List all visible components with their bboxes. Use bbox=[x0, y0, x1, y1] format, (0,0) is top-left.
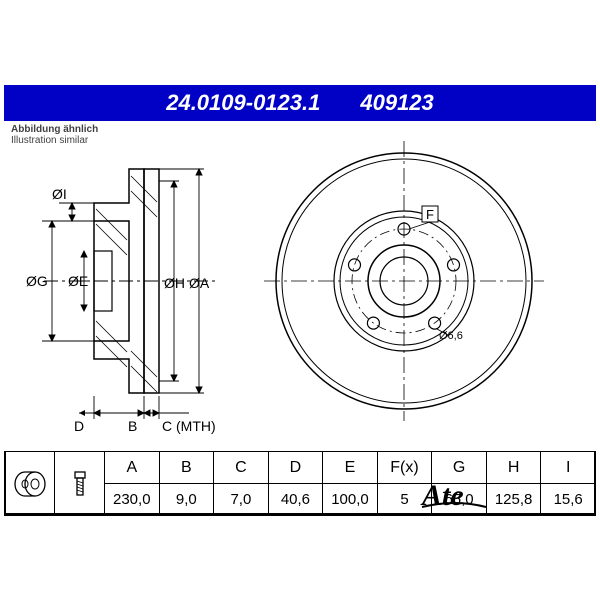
bolt-icon bbox=[68, 469, 92, 499]
val-a: 230,0 bbox=[105, 484, 160, 516]
col-d: D bbox=[268, 452, 323, 484]
table-header-row: A B C D E F(x) G H I bbox=[5, 452, 596, 484]
label-f: F bbox=[426, 207, 434, 222]
dimension-table: A B C D E F(x) G H I 230,0 9,0 7,0 40,6 … bbox=[4, 451, 596, 515]
val-c: 7,0 bbox=[214, 484, 269, 516]
label-oa: ØA bbox=[189, 275, 210, 291]
col-b: B bbox=[159, 452, 214, 484]
label-d: D bbox=[74, 418, 84, 434]
col-a: A bbox=[105, 452, 160, 484]
label-oe: ØE bbox=[68, 273, 88, 289]
label-og: ØG bbox=[26, 273, 48, 289]
technical-drawing: ØI ØG ØE ØH ØA D B C (MTH) bbox=[4, 121, 596, 451]
disc-icon bbox=[13, 470, 47, 498]
brand-logo: Ate bbox=[420, 477, 490, 515]
label-b: B bbox=[128, 418, 137, 434]
front-view: F Ø6,6 bbox=[264, 141, 544, 421]
label-oi: ØI bbox=[52, 186, 67, 202]
bolt-icon-cell bbox=[55, 452, 105, 516]
val-d: 40,6 bbox=[268, 484, 323, 516]
label-c: C (MTH) bbox=[162, 418, 216, 434]
col-h: H bbox=[486, 452, 541, 484]
part-number: 24.0109-0123.1 bbox=[166, 90, 320, 116]
side-view: ØI ØG ØE ØH ØA D B C (MTH) bbox=[26, 169, 219, 434]
drawing-area: ØI ØG ØE ØH ØA D B C (MTH) bbox=[4, 121, 596, 451]
val-e: 100,0 bbox=[323, 484, 378, 516]
val-b: 9,0 bbox=[159, 484, 214, 516]
disc-icon-cell bbox=[5, 452, 55, 516]
col-c: C bbox=[214, 452, 269, 484]
val-h: 125,8 bbox=[486, 484, 541, 516]
col-i: I bbox=[541, 452, 596, 484]
header-bar: 24.0109-0123.1 409123 bbox=[4, 85, 596, 121]
alt-number: 409123 bbox=[360, 90, 433, 116]
subtitle-line2: Illustration similar bbox=[11, 135, 98, 146]
col-e: E bbox=[323, 452, 378, 484]
label-oh: ØH bbox=[164, 275, 185, 291]
val-i: 15,6 bbox=[541, 484, 596, 516]
svg-text:Ate: Ate bbox=[420, 479, 464, 512]
subtitle: Abbildung ähnlich Illustration similar bbox=[11, 124, 98, 146]
subtitle-line1: Abbildung ähnlich bbox=[11, 124, 98, 135]
